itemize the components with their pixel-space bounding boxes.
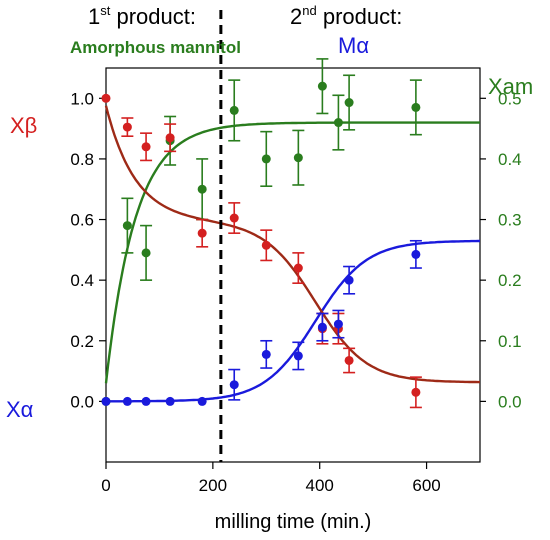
- left-tick-label: 0.2: [70, 332, 94, 351]
- x-beta-label: Xβ: [10, 113, 37, 138]
- x-am-label: Xam: [488, 74, 533, 99]
- left-tick-label: 0.6: [70, 211, 94, 230]
- x-alpha-point: [344, 275, 354, 285]
- x-beta-point: [141, 142, 151, 152]
- right-tick-label: 0.5: [498, 89, 522, 108]
- x-alpha-point: [229, 380, 239, 390]
- x-alpha-point: [165, 396, 175, 406]
- x-alpha-label: Xα: [6, 397, 34, 422]
- xam-point: [197, 184, 207, 194]
- x-beta-fit-curve: [104, 105, 480, 384]
- first-product-name: Amorphous mannitol: [70, 38, 241, 57]
- x-tick-label: 400: [306, 476, 334, 495]
- xam-point: [411, 102, 421, 112]
- xam-point: [122, 221, 132, 231]
- x-beta-point: [165, 133, 175, 143]
- left-tick-label: 1.0: [70, 89, 94, 108]
- xam-point: [317, 81, 327, 91]
- x-alpha-fit-curve: [106, 239, 480, 403]
- xam-point: [141, 248, 151, 258]
- x-axis-label: milling time (min.): [215, 511, 372, 533]
- x-alpha-point: [261, 349, 271, 359]
- axes: [105, 67, 481, 463]
- right-tick-label: 0.0: [498, 392, 522, 411]
- right-tick-label: 0.1: [498, 332, 522, 351]
- x-alpha-point: [101, 396, 111, 406]
- x-alpha-point: [122, 396, 132, 406]
- xam-point: [333, 118, 343, 128]
- x-alpha-point: [333, 319, 343, 329]
- left-tick-label: 0.0: [70, 392, 94, 411]
- xam-point: [261, 154, 271, 164]
- plot-frame: [105, 67, 481, 463]
- right-tick-label: 0.2: [498, 271, 522, 290]
- xam-point: [344, 98, 354, 108]
- x-beta-point: [293, 263, 303, 273]
- xam-fit-curve: [104, 121, 480, 384]
- x-alpha-point: [293, 351, 303, 361]
- x-beta-point: [229, 213, 239, 223]
- x-tick-label: 200: [199, 476, 227, 495]
- x-alpha-point: [141, 396, 151, 406]
- right-tick-label: 0.3: [498, 211, 522, 230]
- x-alpha-point: [411, 249, 421, 259]
- x-beta-point: [122, 122, 132, 132]
- x-tick-label: 0: [101, 476, 110, 495]
- xam-point: [229, 105, 239, 115]
- x-beta-point: [261, 240, 271, 250]
- left-tick-label: 0.8: [70, 150, 94, 169]
- first-product-heading: 1st product:: [88, 3, 196, 29]
- x-alpha-point: [317, 322, 327, 332]
- x-beta-point: [197, 228, 207, 238]
- second-product-heading: 2nd product:: [290, 3, 402, 29]
- x-alpha-point: [197, 396, 207, 406]
- xam-point: [293, 153, 303, 163]
- left-tick-label: 0.4: [70, 271, 94, 290]
- x-beta-point: [411, 387, 421, 397]
- right-tick-label: 0.4: [498, 150, 522, 169]
- x-beta-point: [101, 93, 111, 103]
- x-beta-point: [344, 355, 354, 365]
- second-product-name: Mα: [338, 33, 369, 58]
- x-tick-label: 600: [412, 476, 440, 495]
